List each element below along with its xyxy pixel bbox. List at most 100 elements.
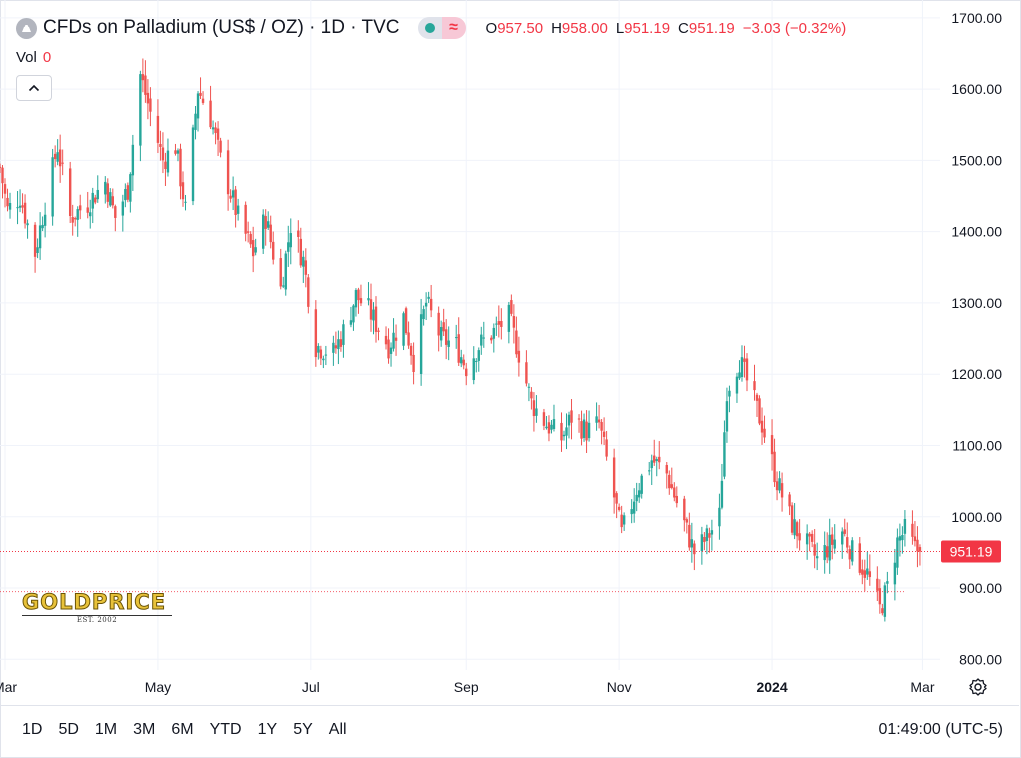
candle-body [560,422,563,441]
candle-body [149,98,152,112]
candle-body [795,522,799,537]
candle-body [630,509,633,515]
y-tick-label: 1400.00 [951,224,1002,240]
open-label: O [485,19,498,37]
candle-body [184,201,187,203]
candle-body [705,528,709,541]
candle-body [262,214,265,249]
candle-body [229,195,232,199]
candle-body [23,202,27,224]
candle-body [304,260,308,275]
candle-body [424,302,428,307]
candle-body [409,345,413,356]
range-3m-button[interactable]: 3M [133,721,156,738]
range-1m-button[interactable]: 1M [94,721,118,738]
price-chart[interactable]: 1700.00 1600.00 1500.00 1400.00 1300.00 1200.… [0,0,1021,705]
candle-body [219,140,222,153]
candle-body [815,556,819,559]
candle-body [236,205,240,214]
y-tick-label: 900.00 [959,580,1002,596]
candle-body [482,337,485,339]
candle-body [866,568,869,575]
range-1d-button[interactable]: 1D [22,721,43,738]
candle-body [131,144,135,176]
low-label: L [615,19,625,37]
candle-body [407,332,410,346]
candle-body [264,216,267,229]
candle-body [492,327,496,339]
range-ytd-button[interactable]: YTD [209,721,242,738]
y-tick-label: 1000.00 [951,509,1002,525]
candle-body [124,189,127,201]
range-5d-button[interactable]: 5D [58,721,79,738]
candle-body [848,549,851,560]
candle-body [251,240,255,257]
candles [0,58,922,622]
candle-body [690,539,694,548]
range-5y-button[interactable]: 5Y [293,721,313,738]
y-tick-label: 800.00 [959,651,1002,667]
candle-body [104,181,107,195]
candle-body [570,410,573,423]
candle-body [720,480,724,508]
candle-body [535,408,538,416]
candle-body [41,224,44,229]
logo-est: EST. 2002 [22,615,172,624]
candle-body [314,309,318,358]
candle-body [71,217,74,223]
candle-body [813,544,816,556]
candle-body [457,334,460,363]
candle-body [515,330,518,355]
y-tick-label: 1200.00 [951,366,1002,382]
candle-body [159,143,162,147]
low-value: 951.19 [624,19,671,37]
candle-body [389,347,393,354]
range-1y-button[interactable]: 1Y [257,721,278,738]
timezone-clock[interactable]: 01:49:00 (UTC-5) [878,721,1004,738]
y-axis[interactable]: 1700.00 1600.00 1500.00 1400.00 1300.00 1200.… [951,10,1002,667]
candle-body [675,495,678,504]
candle-body [653,455,656,463]
candle-body [670,484,673,488]
candle-body [635,494,638,502]
candle-body [805,533,809,545]
candle-body [567,414,571,426]
range-6m-button[interactable]: 6M [171,721,194,738]
status-pill[interactable]: ≈ [417,17,466,39]
metal-symbol-icon[interactable] [16,17,37,39]
candle-body [427,296,430,299]
candle-body [552,419,556,429]
candle-body [404,308,408,334]
candle-body [269,224,272,243]
candle-body [460,357,463,364]
candle-body [648,470,651,472]
candle-body [723,432,726,477]
x-axis[interactable]: Mar May Jul Sep Nov 2024 Mar [0,679,935,695]
candle-body [111,196,114,206]
candle-body [658,456,661,463]
candle-body [299,238,302,266]
candle-body [843,529,846,534]
candle-body [808,533,811,537]
candle-body [61,162,64,164]
candle-body [876,578,879,591]
candle-body [587,422,591,439]
candle-body [858,543,861,573]
settings-icon[interactable] [967,676,989,698]
candle-body [530,391,533,399]
candle-body [254,247,257,253]
symbol-title[interactable]: CFDs on Palladium (US$ / OZ) · 1D · TVC [43,17,400,38]
range-all-button[interactable]: All [328,721,347,738]
collapse-legend-button[interactable] [16,75,52,101]
chart-legend: CFDs on Palladium (US$ / OZ) · 1D · TVC … [16,14,846,42]
candle-body [665,465,668,474]
candle-body [284,253,287,290]
candle-body [881,608,884,614]
x-tick-label: May [145,679,171,695]
candle-body [114,206,117,218]
candle-body [758,398,761,424]
candle-body [76,209,79,220]
candle-body [841,531,844,545]
candle-body [798,533,801,541]
candle-body [831,534,834,545]
